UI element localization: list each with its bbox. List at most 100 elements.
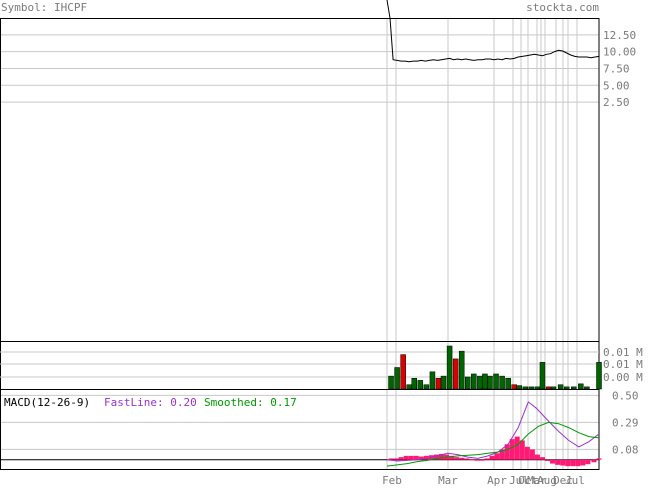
- volume-bar: [571, 386, 577, 390]
- volume-bar: [429, 371, 436, 390]
- volume-bar: [400, 354, 406, 390]
- volume-bar: [411, 378, 418, 390]
- macd-smoothed-label: Smoothed: 0.17: [204, 396, 297, 409]
- volume-bar: [584, 386, 590, 390]
- macd-histogram-bar: [474, 459, 480, 461]
- macd-histogram-bar: [509, 439, 515, 460]
- x-month-label: Aug: [537, 474, 557, 486]
- price-line: [386, 0, 600, 63]
- macd-histogram-bar: [575, 459, 581, 467]
- macd-histogram-bar: [479, 459, 485, 461]
- volume-bar: [394, 367, 400, 390]
- macd-histogram-bar: [529, 449, 535, 460]
- macd-histogram-bar: [433, 454, 439, 460]
- macd-histogram-bar: [539, 457, 545, 460]
- volume-bar: [487, 375, 493, 390]
- macd-title: MACD(12-26-9): [4, 396, 90, 409]
- volume-bar: [511, 384, 517, 390]
- macd-tick-label: 0.08: [612, 443, 639, 456]
- macd-histogram-bar: [570, 459, 576, 467]
- volume-bar: [596, 362, 602, 390]
- x-month-label: Dec: [553, 474, 573, 486]
- volume-bar: [446, 345, 453, 390]
- x-month-label: Oct: [518, 474, 538, 486]
- macd-histogram-bar: [469, 459, 475, 461]
- macd-histogram-bar: [534, 454, 540, 460]
- volume-bar: [435, 378, 442, 390]
- macd-histogram-bar: [398, 457, 404, 460]
- macd-histogram-bar: [489, 455, 495, 460]
- volume-bar: [516, 385, 522, 390]
- volume-bar: [528, 386, 535, 390]
- macd-histogram-bar: [580, 459, 586, 466]
- x-month-label: Jul: [565, 474, 585, 486]
- macd-histogram-bar: [423, 455, 429, 460]
- volume-bar: [499, 375, 505, 390]
- macd-histogram-bar: [403, 455, 409, 460]
- volume-bar: [471, 373, 477, 390]
- macd-histogram-bar: [388, 458, 394, 460]
- macd-histogram-bar: [519, 440, 525, 460]
- macd-histogram-bar: [439, 453, 445, 460]
- macd-fastline-label: FastLine: 0.20: [104, 396, 197, 409]
- volume-bar: [522, 386, 529, 390]
- macd-histogram-bar: [514, 436, 520, 460]
- volume-panel: 0.01 M0.01 M0.00 M: [0, 341, 643, 390]
- macd-histogram-bar: [545, 459, 551, 461]
- volume-bar: [440, 375, 447, 390]
- price-tick-label: 2.50: [603, 96, 630, 109]
- volume-bar: [550, 386, 557, 390]
- x-month-label: Apr: [487, 474, 507, 486]
- macd-histogram-bar: [393, 458, 399, 460]
- volume-tick-label: 0.01 M: [603, 346, 643, 359]
- volume-bar: [545, 386, 552, 390]
- volume-bar: [534, 386, 541, 390]
- volume-bar: [423, 384, 430, 390]
- volume-bar: [493, 373, 499, 390]
- macd-histogram-bar: [408, 455, 414, 460]
- macd-histogram-bar: [591, 459, 597, 463]
- price-panel-frame: [0, 18, 600, 342]
- symbol-label: Symbol: IHCPF: [1, 1, 87, 14]
- macd-histogram-bar: [596, 458, 602, 460]
- volume-bar: [477, 375, 483, 390]
- macd-histogram-bar: [464, 458, 470, 460]
- price-tick-label: 12.50: [603, 29, 636, 42]
- macd-fast-line: [386, 401, 600, 462]
- volume-bar: [578, 383, 584, 390]
- macd-panel: MACD(12-26-9) FastLine: 0.20 Smoothed: 0…: [0, 389, 639, 470]
- volume-bar: [458, 350, 465, 390]
- volume-bar: [482, 373, 488, 390]
- volume-tick-label: 0.01 M: [603, 358, 643, 371]
- macd-histogram-bar: [565, 459, 571, 467]
- macd-histogram-bar: [504, 444, 510, 460]
- price-tick-label: 5.00: [603, 79, 630, 92]
- macd-tick-label: 0.50: [612, 389, 639, 402]
- macd-histogram-bar: [454, 457, 460, 460]
- volume-tick-label: 0.00 M: [603, 371, 643, 384]
- macd-histogram-bar: [585, 459, 591, 465]
- site-label[interactable]: stockta.com: [526, 1, 599, 14]
- price-panel: 12.50 10.00 7.50 5.00 2.50: [0, 0, 636, 470]
- macd-panel-frame: [0, 389, 600, 470]
- volume-bar: [563, 386, 570, 390]
- macd-histogram-bar: [560, 459, 566, 466]
- macd-histogram-bar: [484, 458, 490, 460]
- volume-bar: [417, 380, 424, 390]
- volume-bar: [465, 376, 471, 390]
- volume-bar: [557, 384, 564, 390]
- macd-histogram-bar: [494, 453, 500, 460]
- macd-histogram-bar: [459, 457, 465, 460]
- macd-histogram-bar: [524, 446, 530, 460]
- macd-tick-label: 0.29: [612, 416, 639, 429]
- x-month-label: Feb: [382, 474, 402, 486]
- macd-histogram-bar: [555, 459, 561, 465]
- volume-bar: [452, 358, 459, 390]
- macd-histogram-bar: [449, 455, 455, 460]
- macd-histogram-bar: [413, 455, 419, 460]
- macd-histogram-bar: [418, 456, 424, 460]
- volume-bar: [505, 378, 511, 390]
- macd-histogram-bar: [499, 449, 505, 460]
